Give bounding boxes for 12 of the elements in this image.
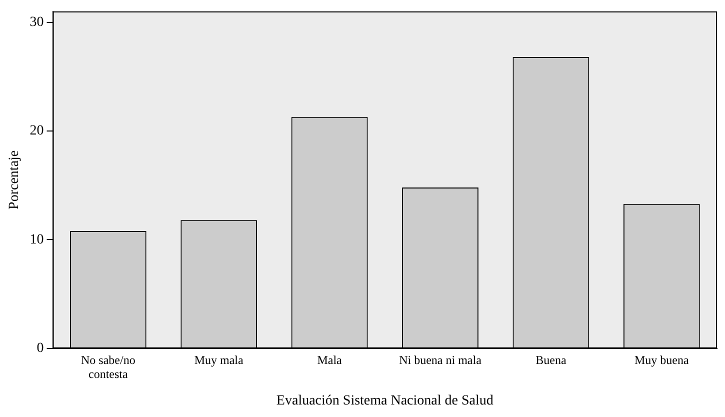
y-tick-label: 10 xyxy=(30,232,44,248)
x-tick-label: Ni buena ni mala xyxy=(399,352,482,367)
y-tick-label: 30 xyxy=(30,14,44,30)
y-tick-label: 0 xyxy=(36,341,44,356)
x-tick-label: Muy mala xyxy=(194,352,244,367)
x-tick-label: No sabe/no contesta xyxy=(80,352,136,382)
y-tick-label: 20 xyxy=(30,124,44,139)
x-tick-label: Muy buena xyxy=(634,352,690,367)
x-tick-label: Mala xyxy=(317,352,343,367)
x-axis-title: Evaluación Sistema Nacional de Salud xyxy=(276,393,494,408)
y-axis-title: Porcentaje xyxy=(7,150,22,210)
x-tick-label: Buena xyxy=(536,352,567,367)
